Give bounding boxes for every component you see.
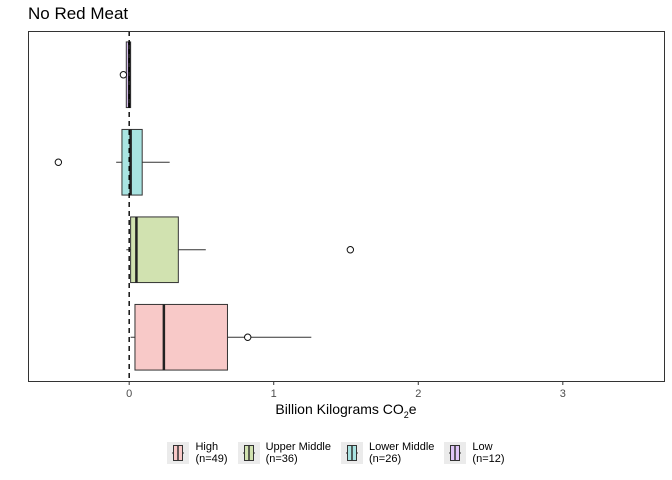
outlier-point bbox=[244, 333, 252, 341]
x-tick-label: 2 bbox=[415, 388, 421, 400]
legend-series-count: (n=12) bbox=[472, 453, 505, 465]
x-tick-label: 1 bbox=[271, 388, 277, 400]
legend-key bbox=[444, 442, 467, 464]
box-upper-middle bbox=[126, 216, 355, 284]
plot-panel-border bbox=[28, 31, 665, 382]
iqr-box bbox=[130, 216, 179, 284]
legend-series-name: Upper Middle bbox=[265, 441, 331, 453]
chart-title: No Red Meat bbox=[28, 4, 129, 23]
legend-series-count: (n=26) bbox=[369, 453, 402, 465]
iqr-box bbox=[121, 128, 143, 196]
legend-label: Lower Middle (n=26) bbox=[369, 441, 434, 465]
plot-marks: 0 1 2 3 bbox=[54, 31, 566, 400]
x-axis-title: Billion Kilograms CO2e bbox=[275, 401, 417, 420]
x-tick-label: 3 bbox=[560, 388, 566, 400]
legend-item: Upper Middle (n=36) bbox=[237, 441, 331, 465]
legend: High (n=49) Upper Middle (n=36) Lower Middle… bbox=[0, 441, 672, 465]
outlier-point bbox=[54, 158, 63, 166]
box-high bbox=[130, 303, 312, 371]
box-lower-middle bbox=[54, 128, 170, 196]
legend-series-name: Low bbox=[472, 441, 493, 453]
boxplot-chart: 0 1 2 3 bbox=[28, 31, 665, 400]
legend-label: Upper Middle (n=36) bbox=[266, 441, 331, 465]
legend-series-count: (n=36) bbox=[265, 453, 298, 465]
legend-series-name: High bbox=[195, 441, 219, 453]
legend-item: High (n=49) bbox=[167, 441, 228, 465]
outlier-point bbox=[346, 246, 355, 254]
legend-key bbox=[167, 442, 190, 464]
legend-label: High (n=49) bbox=[195, 441, 227, 465]
iqr-box bbox=[134, 303, 228, 371]
legend-label: Low (n=12) bbox=[472, 441, 504, 465]
outlier-point bbox=[119, 71, 128, 79]
legend-series-count: (n=49) bbox=[195, 453, 228, 465]
legend-key bbox=[341, 442, 363, 464]
legend-item: Lower Middle (n=26) bbox=[341, 441, 434, 465]
legend-key bbox=[237, 442, 260, 464]
legend-series-name: Lower Middle bbox=[369, 441, 435, 453]
legend-item: Low (n=12) bbox=[444, 441, 505, 465]
x-tick-label: 0 bbox=[126, 388, 132, 400]
